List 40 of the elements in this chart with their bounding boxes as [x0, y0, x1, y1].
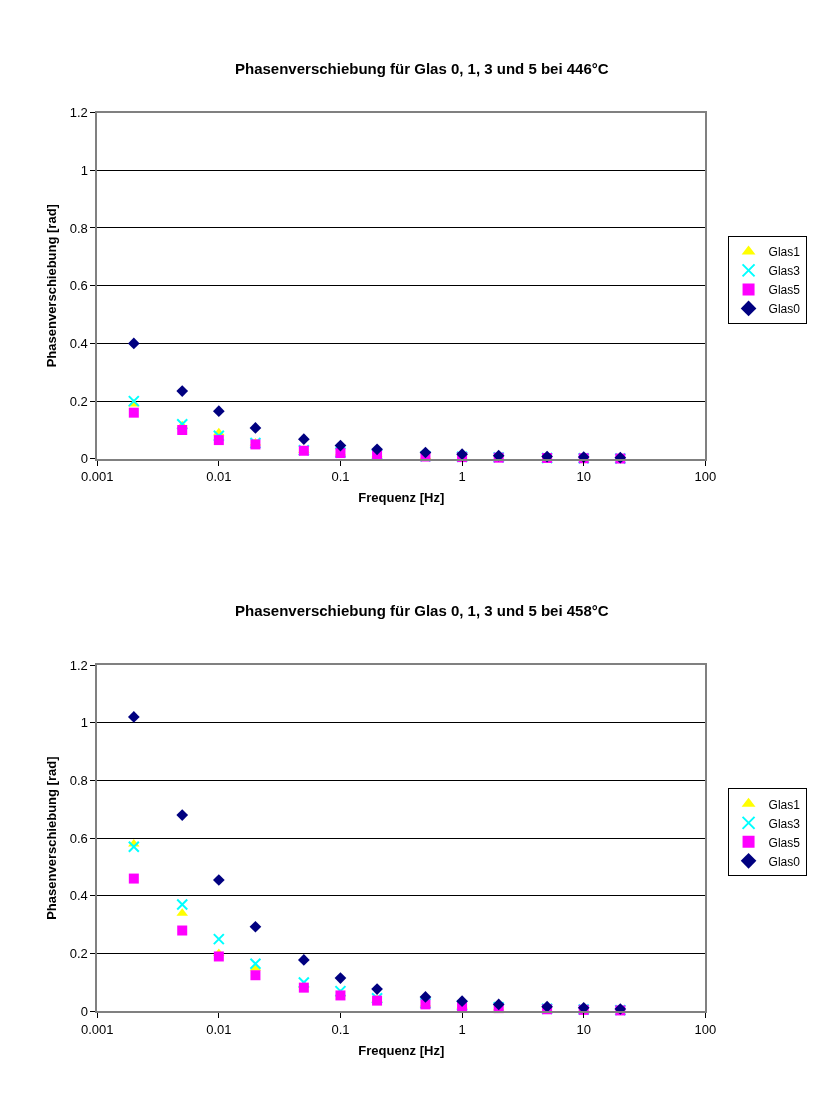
- y-tick-label: 0.2: [69, 946, 88, 962]
- x-tick-label: 0.001: [80, 1021, 114, 1037]
- legend-label: Glas3: [768, 264, 801, 279]
- y-axis-title: Phasenverschiebung [rad]: [44, 756, 60, 920]
- x-tick-label: 0.01: [206, 1021, 232, 1037]
- x-axis-title: Frequenz [Hz]: [358, 490, 445, 506]
- x-tick-label: 1: [458, 469, 466, 485]
- legend-label: Glas3: [768, 816, 801, 831]
- chart-title: Phasenverschiebung für Glas 0, 1, 3 und 5 bei 446°C: [235, 60, 609, 77]
- y-tick-label: 1: [80, 715, 88, 731]
- x-tick-label: 100: [694, 1021, 717, 1037]
- y-tick-label: 0.6: [69, 278, 88, 294]
- legend-label: Glas5: [768, 283, 801, 298]
- y-tick-label: 1: [80, 162, 88, 178]
- y-tick-label: 0.4: [69, 888, 88, 904]
- y-tick-label: 1.2: [69, 105, 88, 121]
- chart-title: Phasenverschiebung für Glas 0, 1, 3 und 5 bei 458°C: [235, 602, 609, 619]
- y-tick-label: 0: [80, 451, 88, 467]
- y-tick-label: 0.2: [69, 393, 88, 409]
- x-tick-label: 0.001: [80, 469, 114, 485]
- x-tick-label: 10: [576, 1021, 591, 1037]
- y-axis-title: Phasenverschiebung [rad]: [44, 204, 60, 368]
- y-tick-label: 1.2: [69, 657, 88, 673]
- legend-label: Glas0: [768, 854, 801, 869]
- x-axis-title: Frequenz [Hz]: [358, 1042, 445, 1058]
- x-tick-label: 1: [458, 1021, 466, 1037]
- y-tick-label: 0.4: [69, 335, 88, 351]
- x-tick-label: 10: [576, 469, 591, 485]
- x-tick-label: 0.01: [206, 469, 232, 485]
- x-tick-label: 100: [694, 469, 717, 485]
- x-tick-label: 0.1: [331, 469, 350, 485]
- legend-label: Glas5: [768, 835, 801, 850]
- y-tick-label: 0: [80, 1003, 88, 1019]
- legend-label: Glas1: [768, 797, 801, 812]
- legend-label: Glas1: [768, 245, 801, 260]
- y-tick-label: 0.8: [69, 773, 88, 789]
- y-tick-label: 0.8: [69, 220, 88, 236]
- y-tick-label: 0.6: [69, 830, 88, 846]
- legend-label: Glas0: [768, 302, 801, 317]
- x-tick-label: 0.1: [331, 1021, 350, 1037]
